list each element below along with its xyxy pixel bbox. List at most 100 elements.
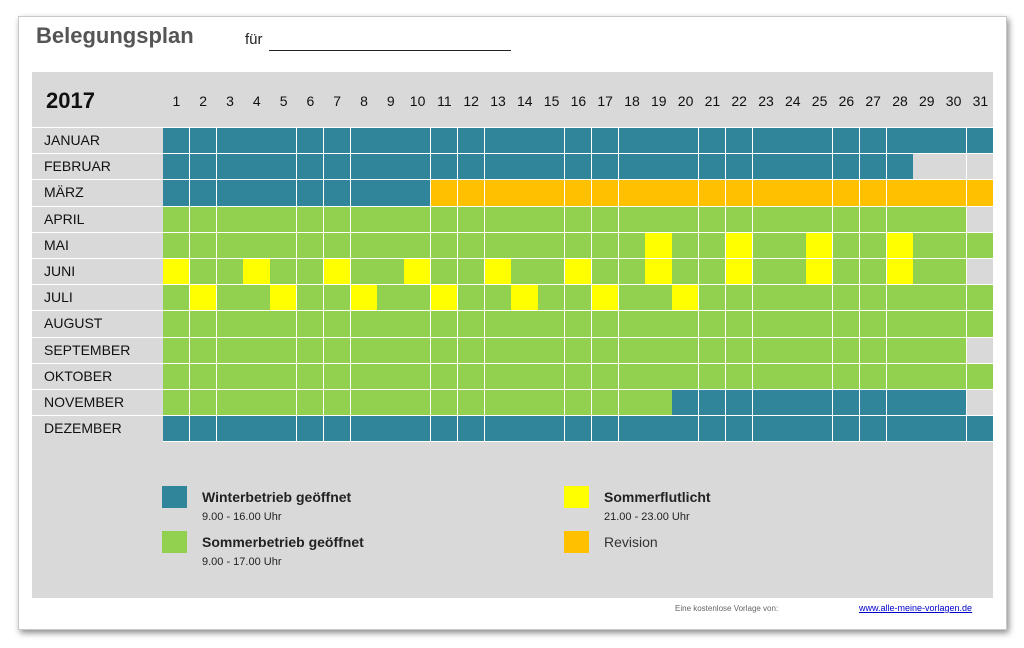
day-cell[interactable] [377, 363, 405, 390]
day-cell[interactable] [940, 259, 968, 286]
day-cell[interactable] [404, 337, 432, 364]
day-cell[interactable] [591, 259, 620, 286]
day-cell[interactable] [350, 416, 378, 443]
day-cell[interactable] [404, 390, 432, 417]
day-cell[interactable] [297, 206, 325, 233]
day-cell[interactable] [833, 154, 861, 181]
day-cell[interactable] [886, 259, 914, 286]
day-cell[interactable] [645, 363, 673, 390]
day-cell[interactable] [565, 363, 593, 390]
day-cell[interactable] [779, 180, 807, 207]
day-cell[interactable] [189, 180, 218, 207]
day-cell[interactable] [725, 206, 754, 233]
day-cell[interactable] [967, 363, 995, 390]
day-cell[interactable] [967, 285, 995, 312]
day-cell[interactable] [672, 390, 700, 417]
day-cell[interactable] [538, 206, 566, 233]
day-cell[interactable] [806, 259, 834, 286]
day-cell[interactable] [806, 232, 834, 259]
day-cell[interactable] [833, 128, 861, 155]
day-cell[interactable] [913, 416, 941, 443]
day-cell[interactable] [833, 311, 861, 338]
day-cell[interactable] [565, 416, 593, 443]
day-cell[interactable] [484, 154, 512, 181]
day-cell[interactable] [538, 180, 566, 207]
day-cell[interactable] [538, 232, 566, 259]
day-cell[interactable] [752, 206, 780, 233]
day-cell[interactable] [457, 259, 486, 286]
day-cell[interactable] [216, 285, 244, 312]
day-cell[interactable] [189, 128, 218, 155]
day-cell[interactable] [270, 154, 298, 181]
day-cell[interactable] [323, 232, 352, 259]
day-cell[interactable] [886, 311, 914, 338]
day-cell[interactable] [404, 311, 432, 338]
day-cell[interactable] [913, 259, 941, 286]
day-cell[interactable] [913, 206, 941, 233]
day-cell[interactable] [538, 337, 566, 364]
day-cell[interactable] [484, 259, 512, 286]
day-cell[interactable] [940, 285, 968, 312]
day-cell[interactable] [350, 337, 378, 364]
day-cell[interactable] [163, 232, 191, 259]
day-cell[interactable] [752, 128, 780, 155]
day-cell[interactable] [806, 337, 834, 364]
day-cell[interactable] [216, 128, 244, 155]
day-cell[interactable] [940, 128, 968, 155]
day-cell[interactable] [833, 337, 861, 364]
day-cell[interactable] [538, 416, 566, 443]
day-cell[interactable] [591, 128, 620, 155]
day-cell[interactable] [270, 259, 298, 286]
day-cell[interactable] [940, 311, 968, 338]
day-cell[interactable] [538, 154, 566, 181]
day-cell[interactable] [297, 416, 325, 443]
day-cell[interactable] [377, 180, 405, 207]
day-cell[interactable] [779, 154, 807, 181]
day-cell[interactable] [323, 154, 352, 181]
day-cell[interactable] [163, 128, 191, 155]
day-cell[interactable] [431, 311, 459, 338]
day-cell[interactable] [672, 232, 700, 259]
day-cell[interactable] [511, 154, 539, 181]
day-cell[interactable] [886, 416, 914, 443]
day-cell[interactable] [699, 128, 727, 155]
day-cell[interactable] [323, 390, 352, 417]
day-cell[interactable] [725, 285, 754, 312]
day-cell[interactable] [699, 363, 727, 390]
day-cell[interactable] [538, 363, 566, 390]
day-cell[interactable] [297, 180, 325, 207]
day-cell[interactable] [940, 363, 968, 390]
day-cell[interactable] [243, 128, 271, 155]
day-cell[interactable] [913, 311, 941, 338]
day-cell[interactable] [243, 285, 271, 312]
day-cell[interactable] [323, 285, 352, 312]
day-cell[interactable] [779, 285, 807, 312]
day-cell[interactable] [216, 363, 244, 390]
day-cell[interactable] [431, 416, 459, 443]
day-cell[interactable] [913, 128, 941, 155]
day-cell[interactable] [189, 363, 218, 390]
day-cell[interactable] [297, 232, 325, 259]
day-cell[interactable] [913, 232, 941, 259]
day-cell[interactable] [699, 337, 727, 364]
day-cell[interactable] [243, 337, 271, 364]
day-cell[interactable] [511, 311, 539, 338]
day-cell[interactable] [967, 259, 995, 286]
day-cell[interactable] [645, 311, 673, 338]
day-cell[interactable] [618, 259, 646, 286]
day-cell[interactable] [833, 259, 861, 286]
day-cell[interactable] [859, 285, 888, 312]
day-cell[interactable] [779, 128, 807, 155]
day-cell[interactable] [270, 232, 298, 259]
day-cell[interactable] [297, 363, 325, 390]
day-cell[interactable] [243, 232, 271, 259]
day-cell[interactable] [297, 337, 325, 364]
day-cell[interactable] [484, 128, 512, 155]
day-cell[interactable] [431, 363, 459, 390]
day-cell[interactable] [350, 363, 378, 390]
day-cell[interactable] [297, 311, 325, 338]
day-cell[interactable] [243, 363, 271, 390]
day-cell[interactable] [270, 180, 298, 207]
day-cell[interactable] [859, 232, 888, 259]
day-cell[interactable] [431, 128, 459, 155]
